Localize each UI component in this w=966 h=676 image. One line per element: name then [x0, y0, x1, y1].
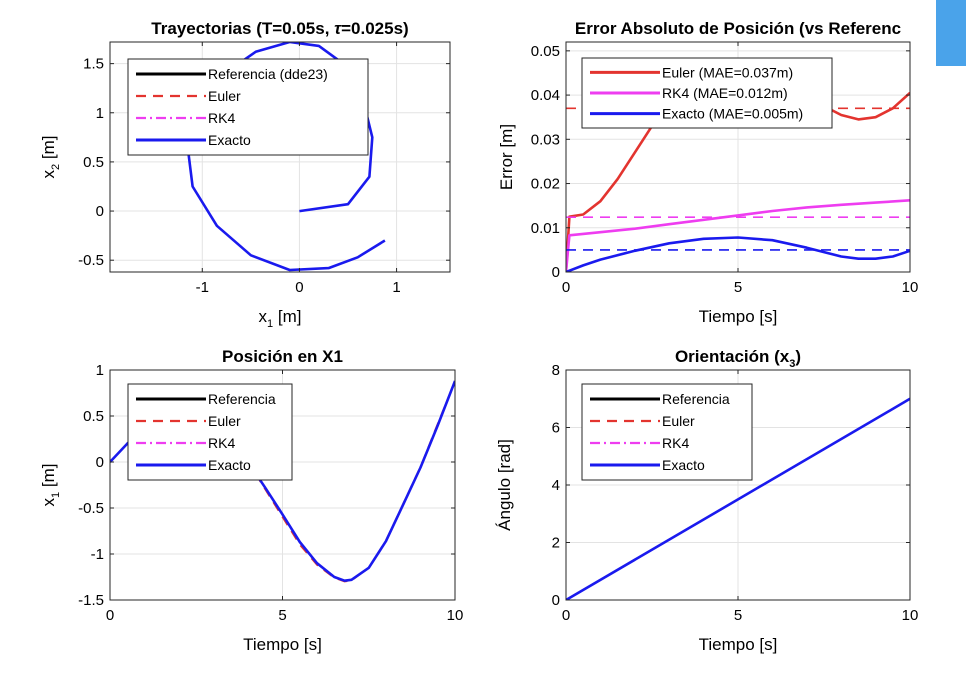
chart-1: -1 0 1 -0.5 0 0.5 1 1.5 Trayectorias (T=0.05s, τ…	[39, 19, 451, 330]
chart-title: Orientación (x3)	[675, 347, 801, 370]
chart-title: Error Absoluto de Posición (vs Referenc	[575, 19, 901, 38]
x-axis-label: Tiempo [s]	[243, 635, 322, 654]
y-tick-label: 0.04	[531, 87, 560, 104]
legend-label: Exacto	[662, 457, 705, 473]
y-tick-label: 0	[96, 203, 104, 220]
y-tick-label: -1.5	[78, 592, 104, 609]
legend: Referencia Euler RK4 Exacto	[581, 383, 753, 481]
y-tick-label: -1	[91, 546, 104, 563]
x-tick-label: 1	[392, 279, 400, 296]
y-tick-label: 1	[96, 362, 104, 379]
y-tick-label: 0	[552, 264, 560, 281]
y-tick-label: 0	[96, 454, 104, 471]
x-axis-label: Tiempo [s]	[699, 307, 778, 326]
x-tick-label: 10	[902, 279, 919, 296]
x-tick-label: 0	[295, 279, 303, 296]
y-axis-label: Error [m]	[497, 124, 516, 190]
series-line	[566, 236, 910, 272]
corner-badge	[936, 0, 966, 66]
legend-label: Exacto	[208, 132, 251, 148]
legend-label: RK4 (MAE=0.012m)	[662, 85, 788, 101]
y-tick-label: 8	[552, 362, 560, 379]
y-tick-label: -0.5	[78, 252, 104, 269]
legend: Referencia Euler RK4 Exacto	[127, 383, 293, 481]
y-axis-label: x2 [m]	[39, 136, 62, 179]
x-tick-label: 5	[734, 607, 742, 624]
legend: Referencia (dde23) Euler RK4 Exacto	[127, 58, 369, 156]
chart-title: Trayectorias (T=0.05s, τ=0.025s)	[151, 19, 408, 38]
chart-4: 0 5 10 0 2 4 6 8 Orientación (x3) Tiempo [s] Ángul…	[495, 347, 918, 654]
y-tick-label: 0.03	[531, 131, 560, 148]
legend-label: Euler	[208, 413, 241, 429]
legend-label: Euler (MAE=0.037m)	[662, 64, 793, 80]
y-tick-label: 2	[552, 535, 560, 552]
y-tick-label: 0.5	[83, 408, 104, 425]
legend-label: Referencia	[662, 391, 730, 407]
y-tick-label: 1	[96, 105, 104, 122]
x-axis-label: x1 [m]	[259, 307, 302, 330]
series-line	[566, 397, 910, 600]
legend-label: RK4	[208, 110, 235, 126]
y-tick-label: 4	[552, 477, 560, 494]
y-tick-label: 0	[552, 592, 560, 609]
legend-label: Exacto	[208, 457, 251, 473]
x-tick-label: 10	[447, 607, 464, 624]
series-group	[566, 397, 910, 600]
chart-title: Posición en X1	[222, 347, 343, 366]
x-tick-label: 0	[562, 607, 570, 624]
legend-label: Euler	[208, 88, 241, 104]
legend: Euler (MAE=0.037m) RK4 (MAE=0.012m) Exacto…	[581, 57, 833, 129]
legend-label: RK4	[208, 435, 235, 451]
y-tick-label: 6	[552, 420, 560, 437]
x-tick-label: -1	[196, 279, 209, 296]
chart-3: 0 5 10 -1.5 -1 -0.5 0 0.5 1 Posición en X1 Tiempo …	[39, 347, 463, 654]
x-tick-label: 5	[734, 279, 742, 296]
x-tick-label: 0	[562, 279, 570, 296]
x-axis-label: Tiempo [s]	[699, 635, 778, 654]
y-tick-label: 0.01	[531, 220, 560, 237]
legend-label: Referencia	[208, 391, 276, 407]
y-tick-label: 0.02	[531, 176, 560, 193]
y-tick-label: 0.05	[531, 43, 560, 60]
y-tick-label: 1.5	[83, 56, 104, 73]
y-axis-label: Ángulo [rad]	[495, 439, 514, 531]
axes-box	[109, 41, 451, 273]
legend-label: Euler	[662, 413, 695, 429]
y-axis-label: x1 [m]	[39, 464, 62, 507]
chart-2: 0 5 10 0 0.01 0.02 0.03 0.04 0.05 Error Absoluto …	[497, 19, 918, 326]
x-tick-label: 10	[902, 607, 919, 624]
legend-label: Referencia (dde23)	[208, 66, 328, 82]
x-tick-label: 0	[106, 607, 114, 624]
y-tick-label: 0.5	[83, 154, 104, 171]
legend-label: RK4	[662, 435, 689, 451]
legend-label: Exacto (MAE=0.005m)	[662, 106, 803, 122]
y-tick-label: -0.5	[78, 500, 104, 517]
x-tick-label: 5	[278, 607, 286, 624]
